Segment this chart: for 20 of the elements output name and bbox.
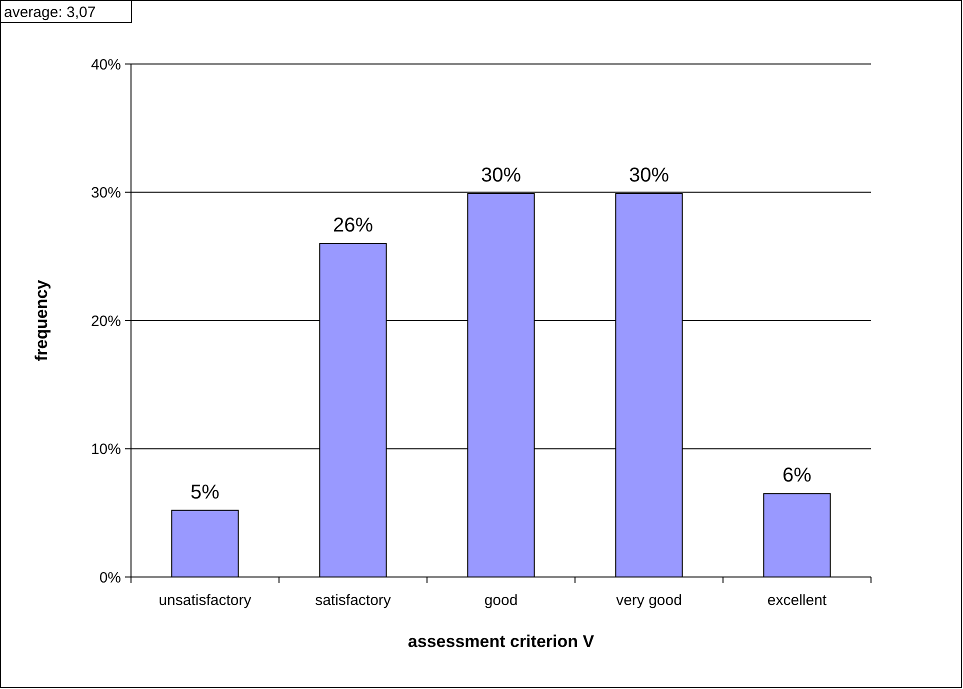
data-label: 26% [332,214,374,237]
y-tick-label: 20% [90,312,121,330]
x-tick-label: satisfactory [315,592,392,609]
x-tick-label: very good [616,592,682,609]
y-axis-title: frequency [32,279,51,362]
x-tick-label: unsatisfactory [158,592,252,609]
x-tick-label: good [484,592,518,609]
y-tick-label: 30% [90,184,121,202]
bar [763,493,831,578]
x-tick-label: excellent [767,592,828,609]
data-label: 30% [480,164,522,187]
data-label: 6% [782,464,812,487]
x-axis-title: assessment criterion V [408,632,595,651]
data-label: 5% [190,481,220,504]
y-tick-label: 40% [90,56,121,74]
y-tick-label: 10% [90,441,121,458]
data-label: 30% [628,164,670,187]
bar [171,510,239,578]
text: average: 3,07 [4,4,96,21]
y-tick-label: 0% [99,569,121,586]
